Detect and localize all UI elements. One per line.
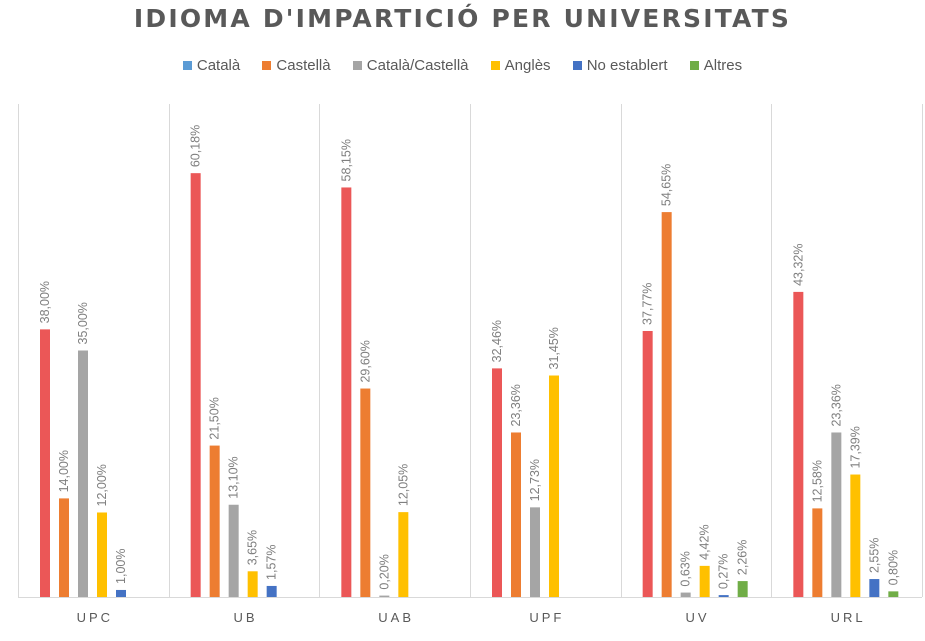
legend-item-catala[interactable]: Català — [182, 57, 241, 74]
data-label: 2,26% — [736, 540, 750, 575]
legend-swatch — [572, 61, 582, 70]
data-label: 0,80% — [886, 550, 900, 585]
legend-label: Castellà — [276, 57, 331, 74]
data-label: 12,05% — [396, 464, 410, 506]
data-label: 35,00% — [76, 302, 90, 344]
legend-swatch — [352, 61, 362, 70]
legend-swatch — [182, 61, 192, 70]
data-label: 60,18% — [189, 125, 203, 167]
bar-url-6[interactable] — [888, 591, 899, 597]
data-label: 0,27% — [717, 554, 731, 589]
legend-label: No establert — [586, 57, 668, 74]
legend-item-angles[interactable]: Anglès — [490, 57, 551, 74]
bar-uv-2[interactable] — [661, 212, 672, 598]
data-label: 14,00% — [57, 450, 71, 492]
bar-upc-3[interactable] — [78, 350, 88, 598]
data-label: 13,10% — [227, 456, 241, 498]
bar-ub-4[interactable] — [247, 571, 258, 597]
bar-uv-3[interactable] — [680, 592, 691, 597]
data-label: 32,46% — [490, 320, 504, 362]
bar-upc-1[interactable] — [40, 329, 50, 597]
category-label-upc: UPC — [77, 610, 113, 625]
data-label: 58,15% — [339, 139, 353, 181]
data-label: 17,39% — [848, 426, 862, 468]
bar-uab-3[interactable] — [379, 595, 390, 597]
bar-url-1[interactable] — [793, 291, 804, 597]
data-label: 21,50% — [208, 397, 222, 439]
data-label: 0,20% — [377, 554, 391, 589]
bar-upf-4[interactable] — [549, 375, 559, 597]
data-label: 54,65% — [660, 164, 674, 206]
bar-uv-6[interactable] — [737, 581, 748, 597]
data-label: 3,65% — [246, 530, 260, 565]
data-label: 1,00% — [114, 549, 128, 584]
category-label-uv: UV — [685, 610, 709, 625]
bar-upc-2[interactable] — [59, 498, 69, 597]
legend: Català Castellà Català/Castellà Anglès N… — [0, 57, 925, 74]
bar-upf-2[interactable] — [511, 432, 521, 597]
data-label: 12,73% — [528, 459, 542, 501]
legend-item-catala-castella[interactable]: Català/Castellà — [352, 57, 469, 74]
legend-label: Català/Castellà — [366, 57, 469, 74]
data-label: 4,42% — [698, 524, 712, 559]
legend-label: Català — [196, 57, 241, 74]
bar-uab-2[interactable] — [360, 388, 371, 597]
legend-item-altres[interactable]: Altres — [689, 57, 743, 74]
bar-ub-2[interactable] — [209, 445, 220, 597]
bar-upf-3[interactable] — [530, 507, 540, 597]
bar-uv-4[interactable] — [699, 565, 710, 597]
category-label-url: URL — [831, 610, 866, 625]
bar-url-3[interactable] — [831, 432, 842, 597]
legend-item-castella[interactable]: Castellà — [262, 57, 331, 74]
data-label: 12,00% — [95, 464, 109, 506]
bar-ub-5[interactable] — [266, 585, 277, 597]
category-label-ub: UB — [233, 610, 257, 625]
bar-url-5[interactable] — [869, 579, 880, 597]
legend-swatch — [490, 61, 500, 70]
bar-upf-1[interactable] — [492, 368, 502, 597]
bar-uv-5[interactable] — [718, 595, 729, 597]
data-label: 0,63% — [679, 551, 693, 586]
legend-swatch — [262, 61, 272, 70]
legend-label: Anglès — [504, 57, 551, 74]
data-label: 38,00% — [38, 281, 52, 323]
bar-url-4[interactable] — [850, 474, 861, 597]
data-label: 37,77% — [641, 283, 655, 325]
bar-url-2[interactable] — [812, 508, 823, 597]
bar-uab-1[interactable] — [341, 187, 352, 597]
bar-uab-4[interactable] — [398, 512, 409, 597]
data-label: 43,32% — [791, 243, 805, 285]
bar-upc-5[interactable] — [116, 589, 126, 597]
legend-swatch — [689, 61, 699, 70]
data-label: 31,45% — [547, 327, 561, 369]
data-label: 29,60% — [358, 340, 372, 382]
bar-upc-4[interactable] — [97, 512, 107, 597]
legend-label: Altres — [703, 57, 743, 74]
category-label-uab: UAB — [378, 610, 414, 625]
data-label: 2,55% — [867, 538, 881, 573]
data-label: 12,58% — [810, 460, 824, 502]
category-label-upf: UPF — [529, 610, 564, 625]
legend-item-no-establert[interactable]: No establert — [572, 57, 668, 74]
data-label: 23,36% — [829, 384, 843, 426]
data-label: 1,57% — [265, 544, 279, 579]
bar-uv-1[interactable] — [642, 330, 653, 597]
bar-ub-3[interactable] — [228, 504, 239, 597]
chart-title: IDIOMA D'IMPARTICIÓ PER UNIVERSITATS — [133, 4, 792, 33]
data-label: 23,36% — [509, 384, 523, 426]
bar-ub-1[interactable] — [190, 173, 201, 597]
